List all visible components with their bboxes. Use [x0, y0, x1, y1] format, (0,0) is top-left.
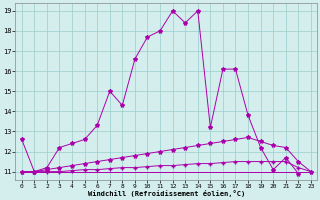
X-axis label: Windchill (Refroidissement éolien,°C): Windchill (Refroidissement éolien,°C)	[88, 190, 245, 197]
